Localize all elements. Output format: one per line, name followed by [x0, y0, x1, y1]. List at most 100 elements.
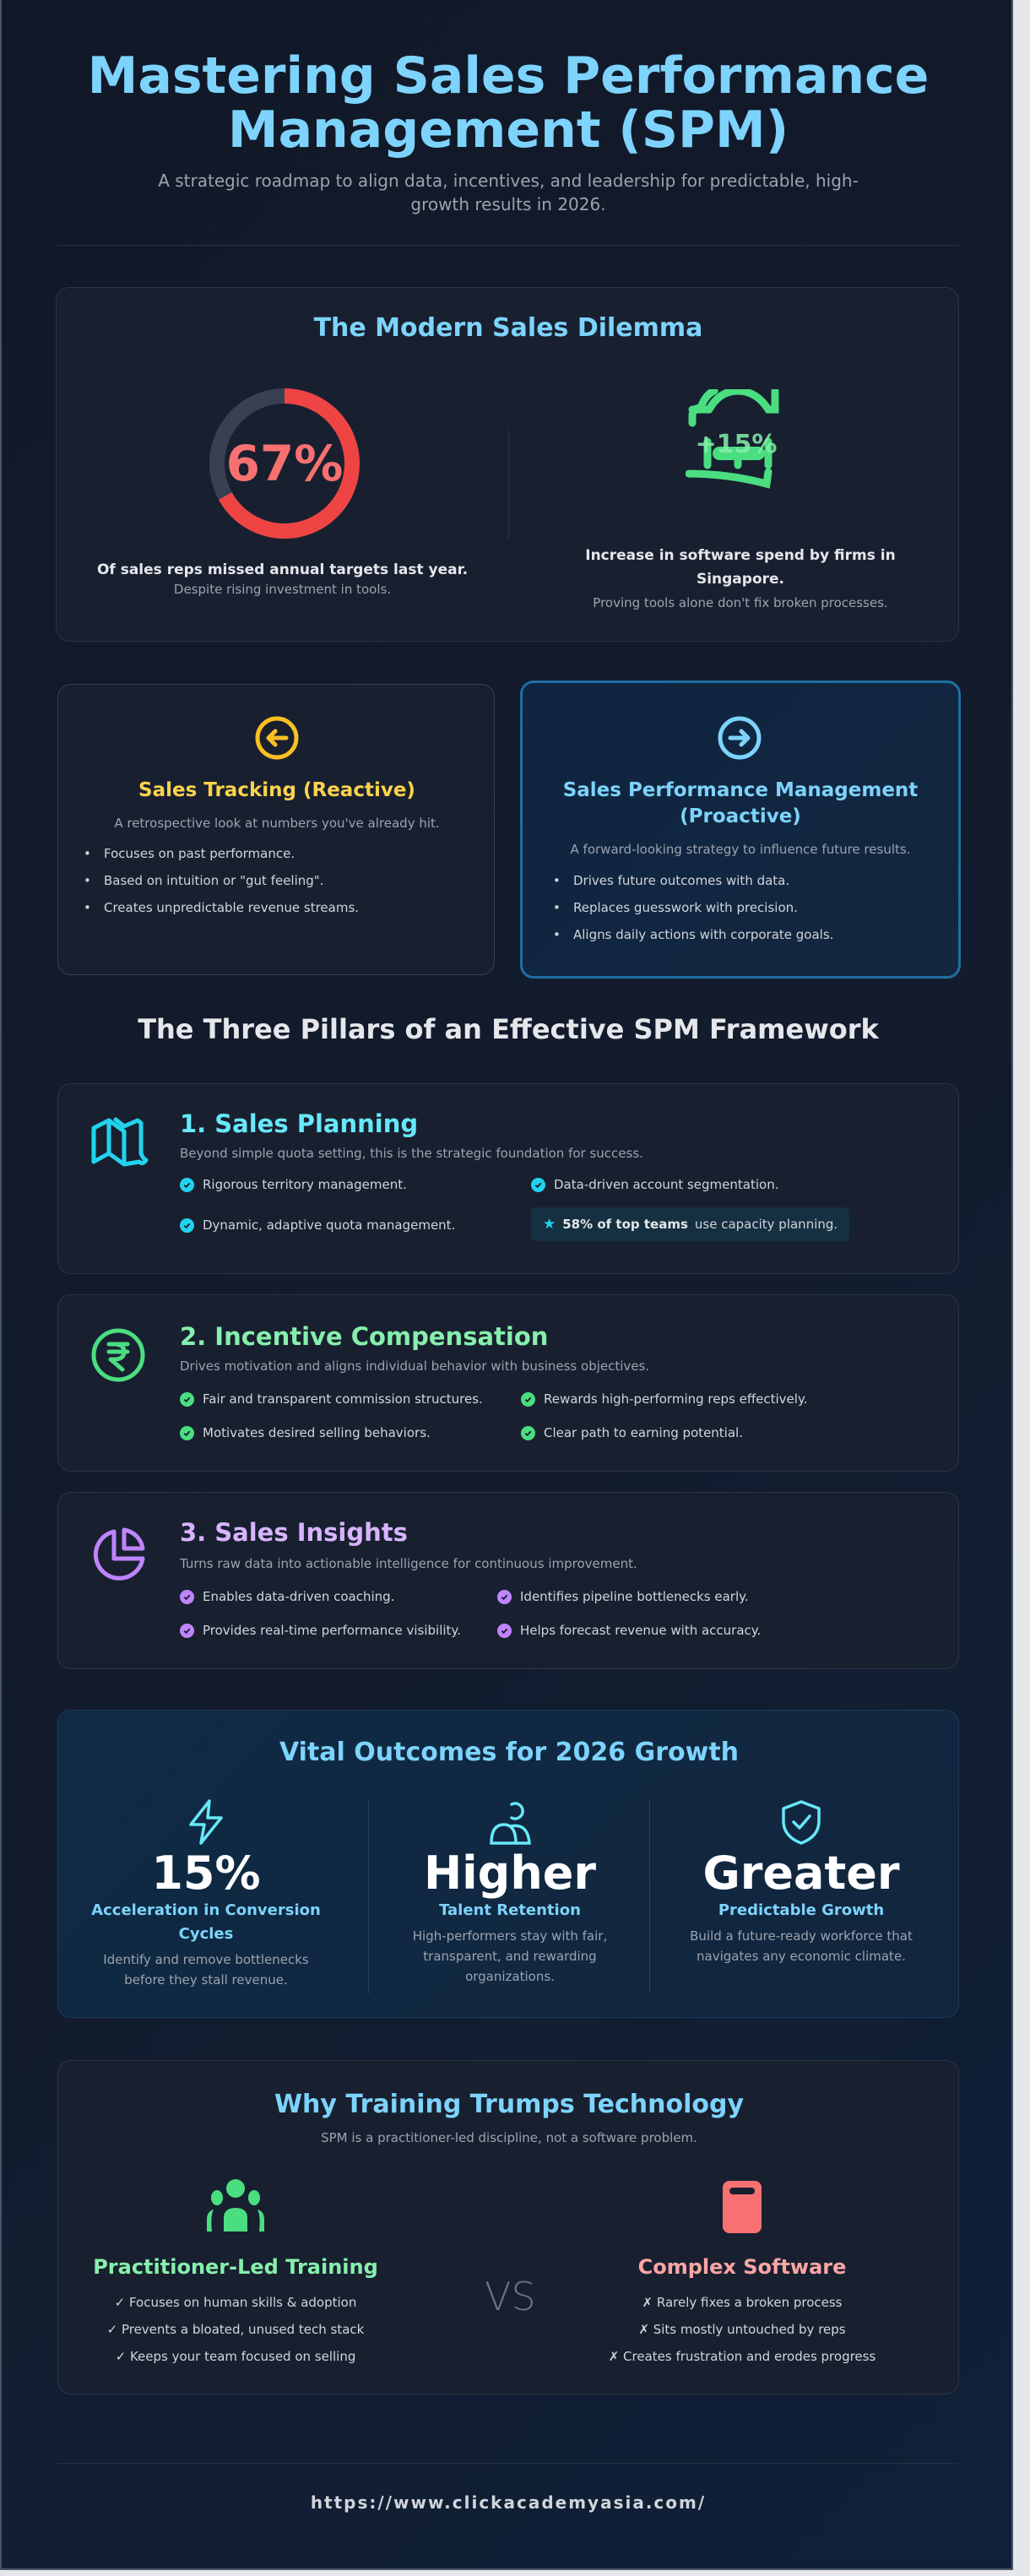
dilemma-title: The Modern Sales Dilemma — [313, 313, 703, 343]
check-circle-icon — [180, 1177, 194, 1192]
stat-badge-text: use capacity planning. — [694, 1217, 838, 1232]
pillar-point: Identifies pipeline bottlenecks early. — [497, 1589, 749, 1604]
dilemma-right-label: Increase in software spend by firms in S… — [585, 547, 896, 588]
bullet-item: Replaces guesswork with precision. — [553, 894, 833, 921]
bullet-item: Based on intuition or "gut feeling". — [84, 867, 359, 894]
outcome-separator — [649, 1799, 650, 1993]
outcome-description: Identify and remove bottlenecks before t… — [103, 1952, 309, 1988]
page-title-line2: Management (SPM) — [227, 100, 789, 160]
dilemma-right-value: +15% — [695, 430, 778, 459]
reactive-bullets: Focuses on past performance. Based on in… — [84, 840, 359, 921]
check-circle-icon — [521, 1425, 535, 1440]
dilemma-right-sublabel: Proving tools alone don't fix broken pro… — [593, 595, 888, 610]
reactive-title: Sales Tracking (Reactive) — [138, 779, 415, 801]
footer-divider — [57, 2463, 959, 2464]
pro-item: ✓ Focuses on human skills & adoption — [114, 2295, 357, 2310]
outcome-item: 15% Acceleration in Conversion Cycles Id… — [84, 1799, 328, 1990]
arrow-right-circle-icon — [717, 715, 762, 761]
training-right-title: Complex Software — [637, 2255, 847, 2279]
check-circle-icon — [180, 1589, 194, 1604]
outcome-label: Talent Retention — [439, 1901, 581, 1919]
vs-label: VS — [485, 2274, 536, 2319]
con-item: ✗ Sits mostly untouched by reps — [638, 2322, 846, 2337]
check-circle-icon — [180, 1425, 194, 1440]
training-right-list: ✗ Rarely fixes a broken process ✗ Sits m… — [565, 2289, 919, 2370]
bullet-item: Creates unpredictable revenue streams. — [84, 894, 359, 921]
bullet-item: Focuses on past performance. — [84, 840, 359, 867]
rupee-icon — [90, 1327, 146, 1383]
pillar-title: 3. Sales Insights — [180, 1518, 408, 1547]
dilemma-left-label: Of sales reps missed annual targets last… — [96, 561, 469, 578]
check-circle-icon — [521, 1391, 535, 1407]
outcome-separator — [368, 1799, 369, 1993]
training-card: Why Training Trumps Technology SPM is a … — [57, 2060, 959, 2394]
pillar-point: Rewards high-performing reps effectively… — [521, 1391, 807, 1407]
header-divider — [57, 245, 959, 246]
pillar-point: Dynamic, adaptive quota management. — [180, 1217, 455, 1233]
star-icon: ★ — [543, 1216, 556, 1233]
users-icon — [92, 2179, 379, 2237]
pillar-point: Fair and transparent commission structur… — [180, 1391, 483, 1407]
bullet-item: Aligns daily actions with corporate goal… — [553, 921, 833, 948]
con-item: ✗ Creates frustration and erodes progres… — [608, 2349, 876, 2364]
outcome-description: High-performers stay with fair, transpar… — [412, 1928, 608, 1984]
pillar-point: Motivates desired selling behaviors. — [180, 1425, 431, 1440]
pillar-description: Turns raw data into actionable intellige… — [180, 1556, 637, 1571]
proactive-description: A forward-looking strategy to influence … — [570, 842, 911, 857]
page-title-line1: Mastering Sales Performance — [87, 46, 930, 106]
outcome-item: Greater Predictable Growth Build a futur… — [666, 1799, 936, 1966]
pillar-card-incentive-compensation: 2. Incentive Compensation Drives motivat… — [57, 1294, 959, 1472]
con-item: ✗ Rarely fixes a broken process — [642, 2295, 843, 2310]
dilemma-card: The Modern Sales Dilemma 67% Of sales re… — [56, 287, 959, 642]
reactive-card: Sales Tracking (Reactive) A retrospectiv… — [57, 684, 495, 975]
outcome-value: Higher — [423, 1847, 597, 1900]
outcomes-title: Vital Outcomes for 2026 Growth — [279, 1738, 740, 1767]
page-title: Mastering Sales Performance Management (… — [2, 49, 1015, 157]
pillar-title: 2. Incentive Compensation — [180, 1322, 549, 1351]
dilemma-left-value: 67% — [225, 435, 344, 492]
footer-url-link[interactable]: https://www.clickacademyasia.com/ — [310, 2492, 707, 2513]
pro-item: ✓ Prevents a bloated, unused tech stack — [106, 2322, 365, 2337]
pillar-point: Enables data-driven coaching. — [180, 1589, 394, 1604]
pillar-point: Helps forecast revenue with accuracy. — [497, 1623, 761, 1638]
check-circle-icon — [531, 1177, 545, 1192]
check-circle-icon — [497, 1623, 512, 1638]
proactive-title: Sales Performance Management (Proactive) — [523, 778, 958, 830]
pillar-point: Provides real-time performance visibilit… — [180, 1623, 461, 1638]
pillar-description: Beyond simple quota setting, this is the… — [180, 1146, 643, 1161]
bullet-item: Drives future outcomes with data. — [553, 867, 833, 894]
training-left-title: Practitioner-Led Training — [93, 2255, 378, 2279]
proactive-title-line1: Sales Performance Management — [562, 779, 919, 801]
dilemma-left-sublabel: Despite rising investment in tools. — [173, 582, 392, 597]
stat-badge-bold: 58% of top teams — [562, 1217, 688, 1232]
training-left-list: ✓ Focuses on human skills & adoption ✓ P… — [92, 2289, 379, 2370]
pillar-title: 1. Sales Planning — [180, 1109, 419, 1138]
check-circle-icon — [180, 1391, 194, 1407]
proactive-bullets: Drives future outcomes with data. Replac… — [553, 867, 833, 948]
training-title: Why Training Trumps Technology — [274, 2090, 745, 2119]
training-subtitle: SPM is a practitioner-led discipline, no… — [321, 2130, 697, 2145]
outcome-item: Higher Talent Retention High-performers … — [392, 1799, 628, 1987]
check-circle-icon — [497, 1589, 512, 1604]
outcome-description: Build a future-ready workforce that navi… — [690, 1928, 913, 1964]
pillars-heading: The Three Pillars of an Effective SPM Fr… — [138, 1013, 879, 1045]
pillar-point: Clear path to earning potential. — [521, 1425, 743, 1440]
proactive-card: Sales Performance Management (Proactive)… — [520, 681, 961, 979]
check-circle-icon — [180, 1623, 194, 1638]
arrow-left-circle-icon — [254, 715, 300, 761]
proactive-title-line2: (Proactive) — [680, 805, 801, 827]
check-circle-icon — [180, 1217, 194, 1233]
server-icon — [565, 2179, 919, 2237]
outcomes-card: Vital Outcomes for 2026 Growth 15% Accel… — [57, 1710, 959, 2018]
outcome-label: Predictable Growth — [718, 1901, 885, 1919]
pillar-point: Rigorous territory management. — [180, 1177, 407, 1192]
map-icon — [90, 1116, 149, 1170]
donut-chart-icon: 67% — [209, 388, 360, 540]
pillar-point: Data-driven account segmentation. — [531, 1177, 778, 1192]
stat-badge: ★ 58% of top teams use capacity planning… — [531, 1207, 850, 1241]
pillar-card-sales-insights: 3. Sales Insights Turns raw data into ac… — [57, 1492, 959, 1669]
shield-check-icon — [666, 1799, 936, 1848]
training-right-column: Complex Software ✗ Rarely fixes a broken… — [565, 2179, 919, 2370]
outcome-label: Acceleration in Conversion Cycles — [91, 1901, 321, 1943]
